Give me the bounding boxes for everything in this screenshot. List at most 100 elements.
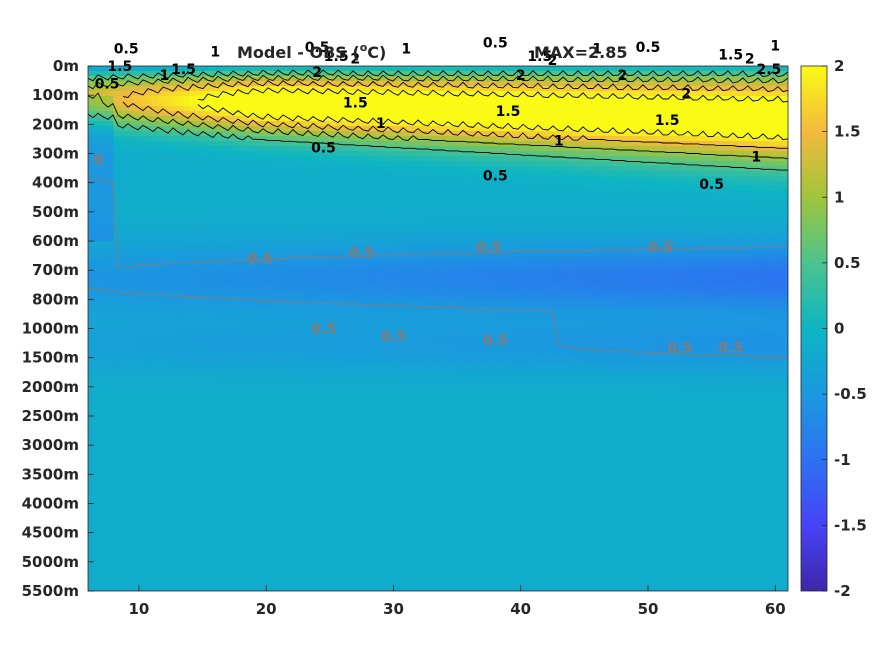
heatmap-cell [342, 586, 350, 591]
heatmap-cell [94, 221, 102, 227]
heatmap-cell [259, 256, 267, 262]
heatmap-cell [348, 226, 356, 232]
heatmap-cell [247, 206, 255, 212]
heatmap-cell [196, 451, 204, 457]
heatmap-cell [107, 266, 115, 272]
heatmap-cell [196, 531, 204, 537]
heatmap-cell [126, 271, 134, 277]
heatmap-cell [368, 491, 375, 497]
heatmap-cell [380, 491, 388, 497]
heatmap-cell [151, 86, 159, 92]
heatmap-cell [119, 291, 127, 297]
heatmap-cell [329, 336, 337, 342]
heatmap-cell [94, 356, 102, 362]
heatmap-cell [298, 131, 305, 137]
heatmap-cell [126, 581, 134, 587]
heatmap-cell [355, 291, 363, 297]
heatmap-cell [138, 331, 146, 337]
heatmap-cell [113, 371, 121, 377]
heatmap-cell [291, 166, 299, 172]
heatmap-cell [177, 196, 185, 202]
heatmap-cell [208, 76, 216, 82]
heatmap-cell [368, 531, 375, 537]
heatmap-cell [177, 356, 185, 362]
heatmap-cell [387, 271, 395, 277]
heatmap-cell [342, 166, 350, 172]
heatmap-cell [278, 406, 286, 412]
heatmap-cell [119, 356, 127, 362]
heatmap-cell [266, 541, 274, 547]
heatmap-cell [132, 181, 140, 187]
heatmap-cell [164, 191, 172, 197]
heatmap-cell [272, 416, 280, 422]
heatmap-cell [355, 451, 363, 457]
heatmap-cell [189, 311, 197, 317]
heatmap-cell [221, 121, 229, 127]
heatmap-cell [278, 161, 286, 167]
heatmap-cell [145, 291, 153, 297]
heatmap-cell [285, 236, 293, 242]
heatmap-cell [329, 501, 337, 507]
heatmap-cell [285, 501, 293, 507]
heatmap-cell [113, 101, 121, 107]
heatmap-cell [234, 351, 242, 357]
heatmap-cell [266, 386, 274, 392]
heatmap-cell [285, 101, 293, 107]
heatmap-cell [170, 206, 178, 212]
heatmap-cell [317, 456, 325, 462]
heatmap-cell [278, 331, 286, 337]
heatmap-cell [164, 316, 172, 322]
heatmap-cell [361, 116, 369, 122]
heatmap-cell [368, 381, 375, 387]
heatmap-cell [329, 411, 337, 417]
heatmap-cell [329, 196, 337, 202]
heatmap-cell [266, 526, 274, 532]
heatmap-cell [272, 546, 280, 552]
heatmap-cell [196, 201, 204, 207]
heatmap-cell [158, 471, 165, 477]
heatmap-cell [215, 391, 223, 397]
heatmap-cell [291, 161, 299, 167]
heatmap-cell [348, 346, 356, 352]
heatmap-cell [266, 441, 274, 447]
heatmap-cell [368, 196, 375, 202]
heatmap-cell [234, 256, 242, 262]
heatmap-cell [304, 536, 312, 542]
heatmap-cell [310, 431, 318, 437]
heatmap-cell [107, 486, 115, 492]
heatmap-cell [183, 461, 191, 467]
heatmap-cell [94, 366, 102, 372]
heatmap-cell [247, 236, 255, 242]
heatmap-cell [138, 76, 146, 82]
heatmap-cell [132, 416, 140, 422]
heatmap-cell [202, 551, 210, 557]
heatmap-cell [94, 586, 102, 591]
heatmap-cell [348, 436, 356, 442]
heatmap-cell [119, 541, 127, 547]
heatmap-cell [361, 361, 369, 367]
heatmap-cell [304, 266, 312, 272]
heatmap-cell [259, 196, 267, 202]
heatmap-cell [107, 171, 115, 177]
heatmap-cell [177, 206, 185, 212]
heatmap-cell [107, 496, 115, 502]
heatmap-cell [164, 66, 172, 72]
heatmap-cell [329, 576, 337, 582]
heatmap-cell [107, 541, 115, 547]
heatmap-cell [355, 181, 363, 187]
heatmap-cell [348, 251, 356, 257]
heatmap-cell [368, 536, 375, 542]
heatmap-cell [145, 336, 153, 342]
heatmap-cell [177, 331, 185, 337]
heatmap-cell [158, 286, 165, 292]
heatmap-cell [151, 376, 159, 382]
heatmap-cell [253, 491, 261, 497]
heatmap-cell [368, 586, 375, 591]
heatmap-cell [259, 96, 267, 102]
heatmap-cell [259, 446, 267, 452]
heatmap-cell [183, 361, 191, 367]
heatmap-cell [272, 126, 280, 132]
heatmap-cell [177, 231, 185, 237]
heatmap-cell [253, 241, 261, 247]
heatmap-cell [177, 576, 185, 582]
